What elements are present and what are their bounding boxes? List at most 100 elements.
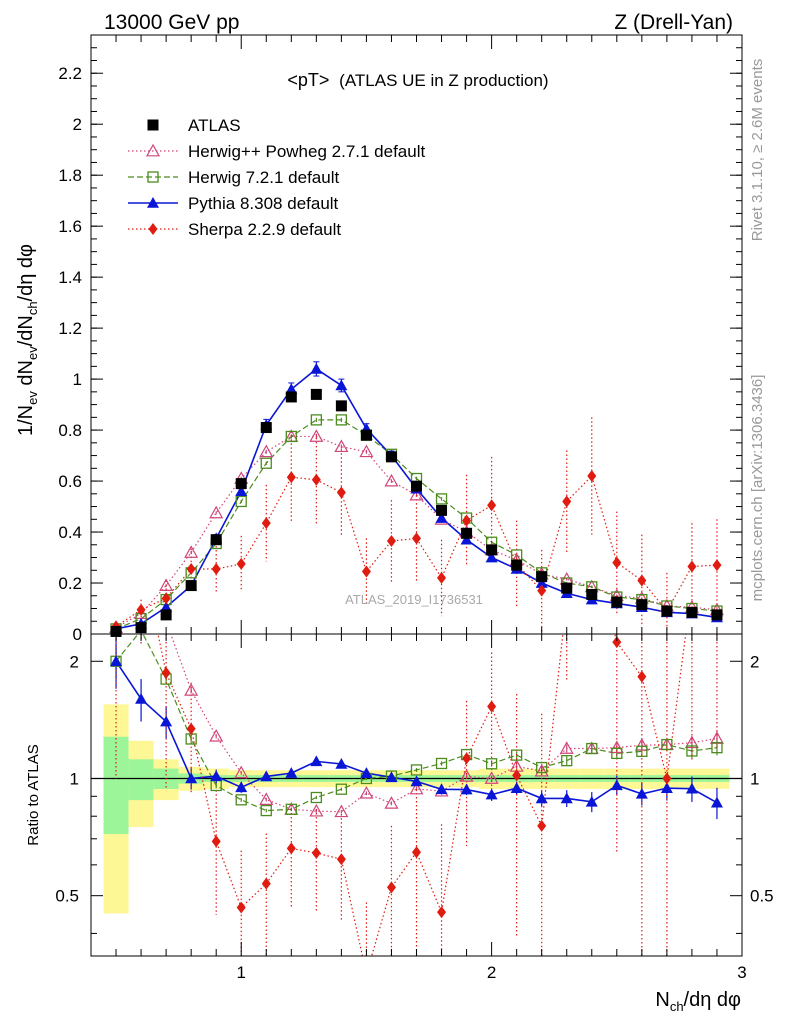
- main-point-herwig7: [285, 430, 297, 443]
- ratio-point-sherpa: [261, 877, 271, 890]
- main-ylabel: 1/Nev dNev/dNch/dη dφ: [15, 244, 40, 436]
- ratio-point-pythia: [360, 767, 373, 778]
- main-point-atlas: [611, 596, 623, 608]
- ratio-point-herwig7: [235, 794, 247, 806]
- ratio-point-pythia: [560, 792, 573, 804]
- main-point-herwig7: [310, 414, 322, 426]
- main-line-pythia: [115, 367, 718, 630]
- chart-title: <pT> (ATLAS UE in Z production): [287, 70, 548, 90]
- main-point-sherpa: [462, 514, 472, 527]
- main-point-pythia: [160, 601, 173, 613]
- ratio-ytick-label-left: 1: [70, 769, 79, 788]
- main-point-atlas: [711, 609, 723, 621]
- main-point-sherpa: [136, 603, 146, 616]
- series-lines: [115, 367, 718, 956]
- watermark-analysis-id: ATLAS_2019_I1736531: [345, 592, 483, 607]
- ratio-point-herwigpp: [484, 771, 499, 784]
- main-ytick-label: 0.4: [58, 523, 82, 542]
- chart-title-prefix: <pT>: [287, 70, 329, 90]
- main-point-herwigpp: [209, 505, 224, 519]
- main-point-sherpa: [537, 584, 547, 597]
- ratio-point-sherpa: [537, 819, 547, 832]
- ratio-point-herwigpp: [634, 737, 649, 751]
- ratio-point-sherpa: [186, 722, 196, 735]
- axis-ticks: 0 0.2 0.4 0.6 0.8 1 1.2 1.4 1.6 1.8 2 2.2 0.5 0.5 1 1 2 2…: [55, 34, 774, 982]
- main-point-pythia: [485, 551, 498, 563]
- main-point-sherpa: [336, 486, 346, 499]
- ratio-point-pythia: [660, 782, 673, 793]
- ratio-point-herwig7: [285, 803, 297, 815]
- ratio-point-pythia: [135, 693, 148, 704]
- xtick-label: 2: [487, 963, 496, 982]
- main-point-herwigpp: [359, 444, 374, 458]
- ratio-point-sherpa: [612, 636, 622, 649]
- ratio-point-pythia: [510, 782, 523, 793]
- main-point-atlas: [310, 388, 322, 400]
- ratio-point-herwig7: [586, 742, 598, 755]
- legend-label: Sherpa 2.2.9 default: [188, 220, 341, 239]
- main-point-atlas: [561, 582, 573, 594]
- ratio-point-sherpa: [437, 906, 447, 919]
- main-point-pythia: [435, 512, 448, 523]
- main-point-herwigpp: [259, 444, 274, 458]
- ratio-point-pythia: [460, 783, 473, 795]
- ratio-point-herwig7: [435, 757, 448, 770]
- ratio-point-sherpa: [286, 842, 296, 855]
- main-point-herwigpp: [384, 473, 399, 487]
- main-ytick-label: 0.2: [58, 574, 82, 593]
- ratio-point-herwig7: [561, 755, 573, 767]
- main-point-atlas: [235, 478, 247, 490]
- ratio-point-herwigpp: [359, 785, 374, 799]
- main-point-pythia: [285, 383, 298, 395]
- ratio-point-herwig7: [511, 749, 523, 761]
- main-point-sherpa: [412, 532, 421, 545]
- ratio-point-sherpa: [311, 846, 321, 859]
- ratio-point-pythia: [435, 783, 448, 795]
- ratio-point-sherpa: [512, 769, 522, 782]
- ratio-point-pythia: [110, 655, 123, 667]
- ratio-point-herwig7: [485, 758, 498, 770]
- legend-marker: [145, 143, 161, 157]
- ratio-point-sherpa: [412, 846, 421, 859]
- legend: ATLAS Herwig++ Powheg 2.7.1 default Herwig…: [128, 116, 425, 239]
- header-left: 13000 GeV pp: [104, 11, 239, 34]
- legend-label: Herwig++ Powheg 2.7.1 default: [188, 142, 425, 161]
- side-label-mcplots: mcplots.cern.ch [arXiv:1306.3436]: [749, 375, 766, 602]
- ratio-point-herwigpp: [609, 740, 624, 754]
- ratio-point-herwigpp: [309, 803, 324, 817]
- ratio-point-herwigpp: [709, 731, 724, 744]
- ratio-point-herwig7: [310, 791, 322, 804]
- main-point-atlas: [260, 422, 272, 434]
- main-point-sherpa: [286, 471, 296, 484]
- ratio-point-herwig7: [536, 761, 548, 774]
- ratio-point-sherpa: [662, 772, 672, 785]
- ratio-point-herwigpp: [384, 796, 399, 809]
- main-point-sherpa: [612, 556, 622, 569]
- main-ytick-label: 1.4: [58, 268, 82, 287]
- main-ytick-label: 1.6: [58, 217, 82, 236]
- ratio-point-pythia: [160, 715, 173, 727]
- main-point-sherpa: [311, 473, 321, 486]
- main-point-sherpa: [687, 560, 697, 573]
- ratio-ytick-label-left: 2: [70, 652, 79, 671]
- ratio-point-pythia: [610, 779, 623, 791]
- xtick-label: 3: [737, 963, 746, 982]
- ratio-point-pythia: [210, 770, 223, 782]
- main-point-atlas: [210, 534, 222, 546]
- ratio-point-herwigpp: [184, 683, 199, 696]
- main-point-sherpa: [562, 495, 572, 508]
- ratio-band-stat: [103, 736, 129, 835]
- main-point-sherpa: [587, 469, 597, 482]
- chart-title-suffix: (ATLAS UE in Z production): [339, 71, 548, 90]
- main-point-atlas: [335, 400, 347, 412]
- legend-marker: [147, 119, 159, 131]
- ratio-point-herwig7: [636, 745, 648, 758]
- main-point-atlas: [411, 480, 422, 492]
- main-point-atlas: [436, 504, 448, 516]
- main-point-herwig7: [235, 495, 247, 508]
- main-point-atlas: [661, 605, 673, 617]
- ratio-point-pythia: [335, 758, 348, 769]
- main-point-atlas: [511, 559, 523, 571]
- main-point-herwigpp: [159, 578, 174, 591]
- ratio-point-herwig7: [410, 764, 423, 776]
